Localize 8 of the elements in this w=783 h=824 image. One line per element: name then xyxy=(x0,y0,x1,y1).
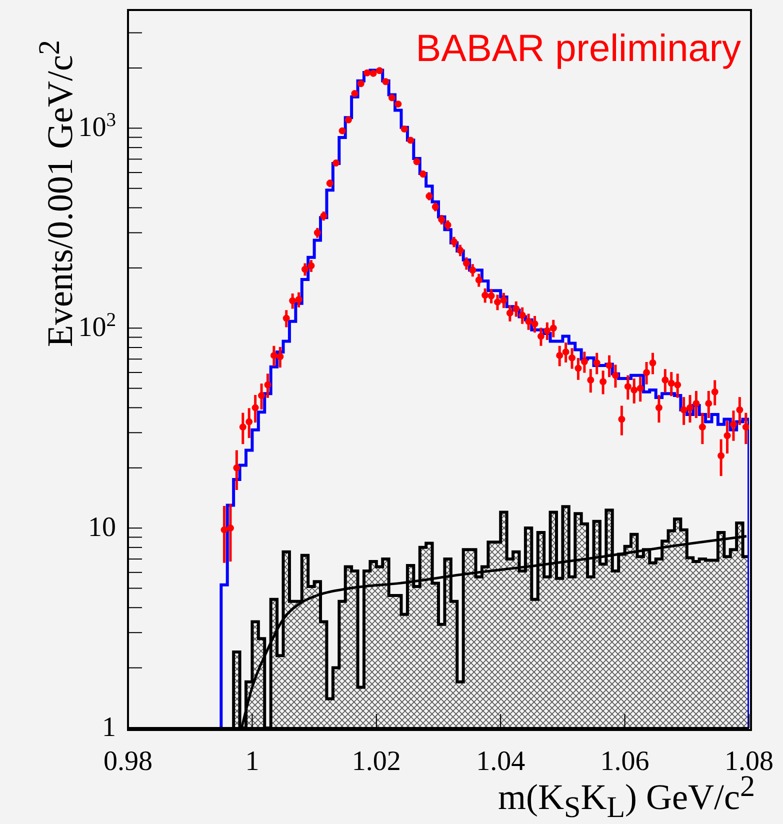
x-tick-label: 1 xyxy=(245,746,260,777)
x-tick-label: 1.02 xyxy=(352,746,401,777)
y-tick-label: 10$^{3}$ xyxy=(78,110,116,144)
y-tick-label: 1 xyxy=(102,712,116,743)
x-tick-label: 0.98 xyxy=(104,746,152,777)
y-tick-label: 10 xyxy=(88,512,116,544)
y-tick-label: 10$^{2}$ xyxy=(78,310,116,344)
annotation: BABAR preliminary xyxy=(416,28,741,71)
